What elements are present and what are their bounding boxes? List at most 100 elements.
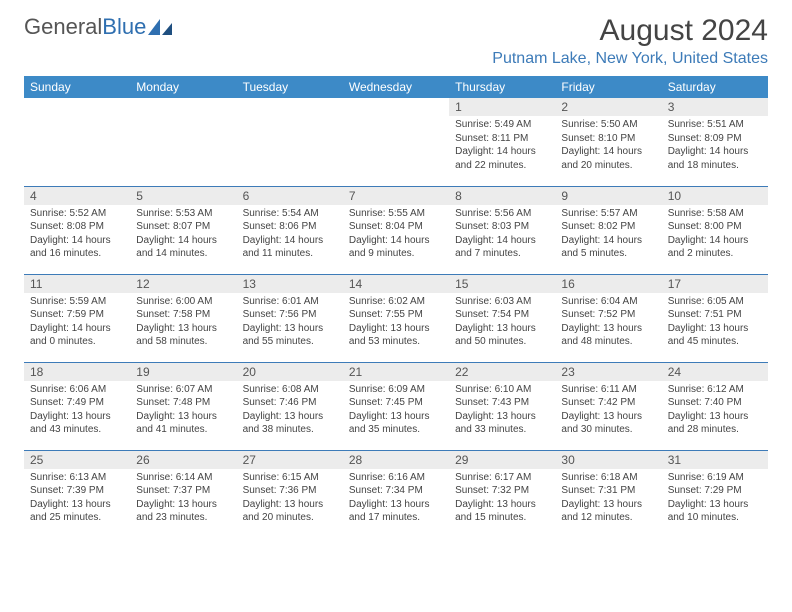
day-data-line: and 41 minutes. bbox=[136, 423, 230, 437]
calendar-cell: 12Sunrise: 6:00 AMSunset: 7:58 PMDayligh… bbox=[130, 274, 236, 362]
day-data-line: and 9 minutes. bbox=[349, 247, 443, 261]
day-number: 5 bbox=[130, 187, 236, 205]
day-data-line: Sunrise: 5:58 AM bbox=[668, 207, 762, 221]
logo: GeneralBlue bbox=[24, 14, 174, 40]
day-number: 3 bbox=[662, 98, 768, 116]
day-data-line: Daylight: 13 hours bbox=[455, 322, 549, 336]
day-data-line: Daylight: 13 hours bbox=[349, 410, 443, 424]
day-number: 14 bbox=[343, 275, 449, 293]
day-number: 30 bbox=[555, 451, 661, 469]
calendar-cell: 11Sunrise: 5:59 AMSunset: 7:59 PMDayligh… bbox=[24, 274, 130, 362]
day-data-line: and 38 minutes. bbox=[243, 423, 337, 437]
calendar-cell bbox=[130, 98, 236, 186]
day-data-line: Sunrise: 5:49 AM bbox=[455, 118, 549, 132]
day-header: Saturday bbox=[662, 76, 768, 98]
day-data: Sunrise: 6:00 AMSunset: 7:58 PMDaylight:… bbox=[130, 293, 236, 353]
day-data-line: and 55 minutes. bbox=[243, 335, 337, 349]
day-data-line: Daylight: 14 hours bbox=[349, 234, 443, 248]
day-data-line: Daylight: 14 hours bbox=[668, 234, 762, 248]
day-data-line: Sunset: 7:39 PM bbox=[30, 484, 124, 498]
day-number: 31 bbox=[662, 451, 768, 469]
calendar-cell bbox=[24, 98, 130, 186]
day-data-line: and 14 minutes. bbox=[136, 247, 230, 261]
day-number: 22 bbox=[449, 363, 555, 381]
day-data-line: Daylight: 14 hours bbox=[561, 145, 655, 159]
day-number: 20 bbox=[237, 363, 343, 381]
day-data-line: Daylight: 14 hours bbox=[136, 234, 230, 248]
day-data-line: Sunrise: 6:00 AM bbox=[136, 295, 230, 309]
calendar-cell: 5Sunrise: 5:53 AMSunset: 8:07 PMDaylight… bbox=[130, 186, 236, 274]
calendar-cell: 17Sunrise: 6:05 AMSunset: 7:51 PMDayligh… bbox=[662, 274, 768, 362]
day-number: 12 bbox=[130, 275, 236, 293]
day-number: 29 bbox=[449, 451, 555, 469]
day-data-line: Sunrise: 6:14 AM bbox=[136, 471, 230, 485]
day-data-line: Sunrise: 6:03 AM bbox=[455, 295, 549, 309]
calendar-cell: 21Sunrise: 6:09 AMSunset: 7:45 PMDayligh… bbox=[343, 362, 449, 450]
day-data: Sunrise: 6:05 AMSunset: 7:51 PMDaylight:… bbox=[662, 293, 768, 353]
day-data-line: Sunset: 8:08 PM bbox=[30, 220, 124, 234]
day-data-line: Daylight: 13 hours bbox=[136, 410, 230, 424]
day-data-line: Sunrise: 5:57 AM bbox=[561, 207, 655, 221]
calendar-cell: 7Sunrise: 5:55 AMSunset: 8:04 PMDaylight… bbox=[343, 186, 449, 274]
day-data-line: and 0 minutes. bbox=[30, 335, 124, 349]
day-data: Sunrise: 6:02 AMSunset: 7:55 PMDaylight:… bbox=[343, 293, 449, 353]
calendar-cell: 30Sunrise: 6:18 AMSunset: 7:31 PMDayligh… bbox=[555, 450, 661, 538]
day-data-line: Sunrise: 6:17 AM bbox=[455, 471, 549, 485]
day-number: 1 bbox=[449, 98, 555, 116]
calendar-week: 25Sunrise: 6:13 AMSunset: 7:39 PMDayligh… bbox=[24, 450, 768, 538]
calendar-cell: 27Sunrise: 6:15 AMSunset: 7:36 PMDayligh… bbox=[237, 450, 343, 538]
day-data-line: Daylight: 13 hours bbox=[668, 498, 762, 512]
day-number: 7 bbox=[343, 187, 449, 205]
day-data-line: Sunset: 7:40 PM bbox=[668, 396, 762, 410]
day-data-line: Sunset: 8:03 PM bbox=[455, 220, 549, 234]
day-number: 13 bbox=[237, 275, 343, 293]
day-number: 19 bbox=[130, 363, 236, 381]
day-data-line: and 12 minutes. bbox=[561, 511, 655, 525]
day-data-line: and 28 minutes. bbox=[668, 423, 762, 437]
day-data-line: and 30 minutes. bbox=[561, 423, 655, 437]
day-data-line: Daylight: 13 hours bbox=[561, 410, 655, 424]
day-header: Tuesday bbox=[237, 76, 343, 98]
calendar-cell: 19Sunrise: 6:07 AMSunset: 7:48 PMDayligh… bbox=[130, 362, 236, 450]
logo-text-1: General bbox=[24, 14, 102, 40]
day-data: Sunrise: 6:18 AMSunset: 7:31 PMDaylight:… bbox=[555, 469, 661, 529]
day-data: Sunrise: 5:54 AMSunset: 8:06 PMDaylight:… bbox=[237, 205, 343, 265]
day-data-line: Sunrise: 6:01 AM bbox=[243, 295, 337, 309]
day-data-line: Sunset: 7:42 PM bbox=[561, 396, 655, 410]
day-data-line: Daylight: 13 hours bbox=[136, 498, 230, 512]
day-header: Wednesday bbox=[343, 76, 449, 98]
day-data: Sunrise: 5:59 AMSunset: 7:59 PMDaylight:… bbox=[24, 293, 130, 353]
day-data-line: Sunset: 7:49 PM bbox=[30, 396, 124, 410]
day-number: 2 bbox=[555, 98, 661, 116]
day-data-line: Sunset: 8:04 PM bbox=[349, 220, 443, 234]
location-subtitle: Putnam Lake, New York, United States bbox=[492, 50, 768, 68]
day-number: 28 bbox=[343, 451, 449, 469]
day-data-line: Daylight: 13 hours bbox=[243, 410, 337, 424]
day-data-line: Sunset: 7:55 PM bbox=[349, 308, 443, 322]
day-data: Sunrise: 5:56 AMSunset: 8:03 PMDaylight:… bbox=[449, 205, 555, 265]
day-data-line: and 22 minutes. bbox=[455, 159, 549, 173]
day-data-line: Sunset: 7:58 PM bbox=[136, 308, 230, 322]
day-header: Sunday bbox=[24, 76, 130, 98]
day-data-line: Sunrise: 5:52 AM bbox=[30, 207, 124, 221]
calendar-cell: 16Sunrise: 6:04 AMSunset: 7:52 PMDayligh… bbox=[555, 274, 661, 362]
day-data-line: and 7 minutes. bbox=[455, 247, 549, 261]
month-title: August 2024 bbox=[492, 14, 768, 48]
calendar-cell: 2Sunrise: 5:50 AMSunset: 8:10 PMDaylight… bbox=[555, 98, 661, 186]
calendar-cell: 3Sunrise: 5:51 AMSunset: 8:09 PMDaylight… bbox=[662, 98, 768, 186]
day-number: 17 bbox=[662, 275, 768, 293]
day-number: 21 bbox=[343, 363, 449, 381]
day-data-line: Sunrise: 5:59 AM bbox=[30, 295, 124, 309]
day-data: Sunrise: 6:16 AMSunset: 7:34 PMDaylight:… bbox=[343, 469, 449, 529]
day-data-line: Sunset: 7:36 PM bbox=[243, 484, 337, 498]
day-data-line: Sunset: 7:51 PM bbox=[668, 308, 762, 322]
day-data-line: and 33 minutes. bbox=[455, 423, 549, 437]
calendar-cell: 20Sunrise: 6:08 AMSunset: 7:46 PMDayligh… bbox=[237, 362, 343, 450]
calendar-cell: 1Sunrise: 5:49 AMSunset: 8:11 PMDaylight… bbox=[449, 98, 555, 186]
logo-sail-icon bbox=[148, 17, 174, 37]
day-number: 4 bbox=[24, 187, 130, 205]
day-data-line: Daylight: 13 hours bbox=[349, 322, 443, 336]
day-data-line: and 5 minutes. bbox=[561, 247, 655, 261]
day-number: 27 bbox=[237, 451, 343, 469]
day-data: Sunrise: 5:52 AMSunset: 8:08 PMDaylight:… bbox=[24, 205, 130, 265]
